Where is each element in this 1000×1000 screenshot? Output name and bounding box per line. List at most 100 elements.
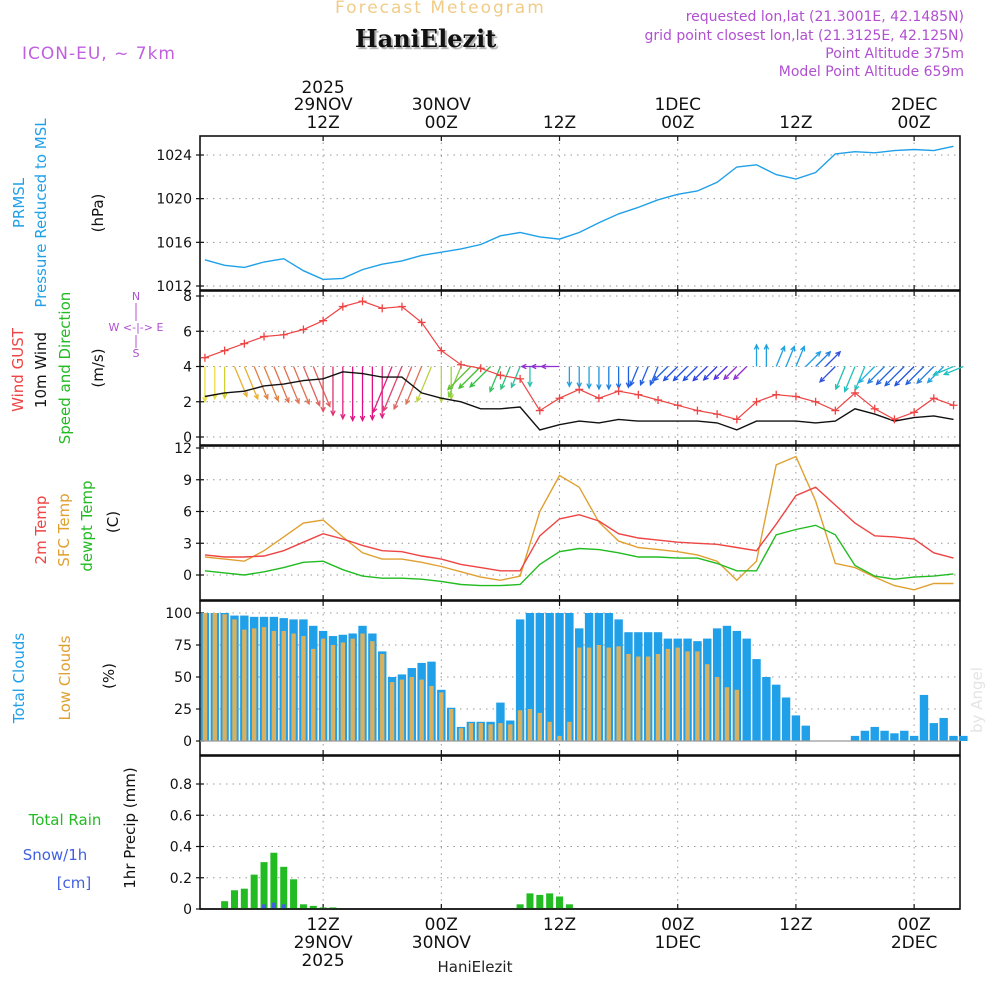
y-tick-label: 1012 — [156, 279, 192, 295]
low-cloud-bar — [468, 723, 474, 741]
wind-arrow-shaft — [372, 366, 393, 413]
wind-arrow-shaft — [639, 366, 649, 386]
top-year-label: 2025 — [301, 78, 344, 98]
snow-label: Snow/1h — [23, 846, 88, 864]
low-cloud-bar — [261, 627, 267, 741]
low-cloud-bar — [448, 709, 454, 741]
wind-arrow-shaft — [283, 366, 300, 404]
low-cloud-bar — [222, 614, 227, 741]
dewpoint-line — [204, 524, 954, 587]
wind-gust-marker — [378, 304, 387, 313]
bottom-hour-label: 00Z — [897, 915, 930, 935]
wind-arrow-head — [393, 403, 399, 411]
bottom-date-label: 30NOV — [412, 933, 471, 953]
wind-direction-arrow — [785, 345, 796, 367]
wind-arrow-head — [359, 415, 366, 422]
rain-bar — [556, 896, 564, 909]
wind-arrow-head — [340, 413, 346, 421]
total-cloud-bar — [732, 630, 742, 741]
rain-bar — [526, 893, 534, 909]
panel-frame — [199, 445, 961, 601]
temp-2m-label: 2m Temp — [32, 496, 50, 565]
bottom-year-label: 2025 — [301, 951, 344, 971]
wind-arrow-shaft — [713, 366, 728, 380]
wind-direction-arrow — [566, 366, 573, 388]
low-cloud-bar — [320, 638, 326, 741]
top-hour-label: 00Z — [897, 113, 930, 133]
y-tick-label: 2 — [183, 395, 192, 411]
wind-arrow-head — [926, 377, 933, 384]
rain-bar — [546, 893, 554, 909]
wind-arrow-head — [520, 363, 527, 370]
wind-arrow-head — [649, 379, 655, 387]
total-cloud-bar — [919, 694, 929, 741]
wind-gust-marker — [732, 415, 741, 424]
wind-direction-arrow — [672, 366, 689, 382]
top-date-label: 29NOV — [294, 95, 353, 115]
panel-frame — [199, 600, 961, 756]
wind-arrow-head — [530, 363, 537, 370]
wind-arrow-head — [405, 398, 411, 406]
wind-arrow-head — [284, 397, 290, 404]
wind-arrow-head — [500, 383, 506, 391]
wind-arrow-shaft — [263, 366, 279, 401]
low-cloud-bar — [537, 712, 543, 741]
y-tick-label: 0 — [183, 568, 192, 584]
wind-arrow-head — [652, 375, 659, 382]
low-cloud-bar — [311, 648, 316, 741]
wind-direction-arrow — [320, 366, 326, 413]
low-cloud-bar — [567, 721, 572, 741]
wind-arrow-head — [672, 375, 679, 382]
wind-arrow-shaft — [795, 346, 805, 367]
total-cloud-bar — [850, 735, 860, 741]
wind-direction-arrow — [372, 366, 393, 414]
wind-unit: (m/s) — [89, 348, 107, 387]
top-date-label: 30NOV — [412, 95, 471, 115]
wind-direction-arrow — [340, 366, 346, 421]
y-tick-label: 1024 — [156, 148, 192, 164]
wind-direction-arrow — [576, 366, 582, 389]
low-cloud-bar — [350, 638, 355, 741]
y-tick-label: 75 — [174, 638, 192, 654]
wind-arrow-head — [469, 381, 476, 388]
rain-bar — [299, 904, 307, 909]
rain-bar — [536, 894, 544, 909]
rain-bar — [565, 904, 573, 909]
low-cloud-bar — [340, 642, 346, 741]
low-cloud-bar — [330, 645, 336, 741]
wind-direction-arrow — [875, 366, 895, 386]
temp-unit: (C) — [104, 511, 122, 533]
wind-direction-arrow — [639, 366, 649, 387]
wind-arrow-shaft — [785, 346, 795, 367]
low-cloud-bar — [557, 735, 562, 741]
wind-speed-label: 10m Wind — [32, 332, 50, 408]
wind-arrow-shaft — [416, 366, 433, 402]
wind-direction-arrow — [312, 366, 331, 408]
clouds-unit: (%) — [100, 663, 118, 689]
wind-arrow-shaft — [905, 366, 925, 385]
wind-arrow-shaft — [933, 365, 954, 376]
wind-direction-arrow — [446, 366, 472, 391]
wind-direction-arrow — [447, 366, 462, 398]
low-cloud-bar — [271, 630, 277, 741]
wind-direction-arrow — [606, 366, 612, 391]
low-cloud-bar — [498, 723, 503, 741]
low-cloud-bar — [636, 656, 641, 741]
wind-direction-arrow — [942, 365, 964, 376]
wind-direction-arrow — [834, 366, 846, 391]
low-cloud-bar — [685, 651, 690, 741]
wind-gust-marker — [279, 330, 288, 339]
low-cloud-bar — [389, 682, 395, 741]
wind-arrow-head — [263, 393, 269, 401]
wind-arrow-head — [325, 401, 331, 408]
rain-label: Total Rain — [28, 811, 102, 829]
wind-arrow-head — [843, 386, 849, 393]
wind-direction-arrow — [596, 366, 602, 391]
low-cloud-bar — [360, 633, 365, 741]
y-tick-label: 0.8 — [170, 777, 192, 793]
wind-arrow-head — [242, 391, 248, 398]
total-cloud-bar — [525, 613, 535, 741]
wind-direction-arrow — [893, 366, 915, 387]
wind-direction-arrow — [382, 366, 403, 412]
low-cloud-bar — [705, 664, 710, 741]
